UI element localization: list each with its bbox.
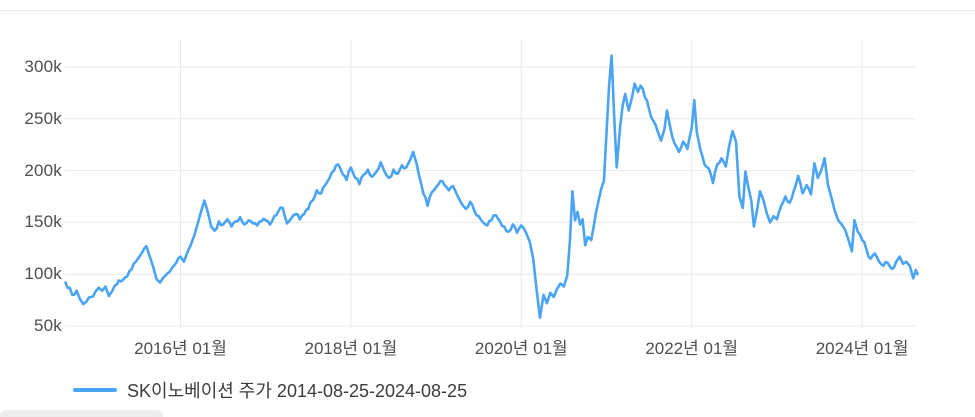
x-tick-label: 2020년 01월 bbox=[474, 339, 568, 358]
stock-price-line[interactable] bbox=[64, 54, 919, 320]
chart-gridlines bbox=[65, 40, 915, 328]
y-tick-label: 300k bbox=[24, 57, 62, 76]
legend-label: SK이노베이션 주가 2014-08-25-2024-08-25 bbox=[127, 381, 468, 401]
x-tick-label: 2018년 01월 bbox=[304, 339, 398, 358]
partial-element-below-chart bbox=[0, 410, 163, 417]
x-tick-label: 2024년 01월 bbox=[815, 339, 909, 358]
y-tick-label: 200k bbox=[24, 160, 62, 180]
legend-line-swatch bbox=[73, 388, 117, 392]
legend-item-sk-innovation[interactable]: SK이노베이션 주가 2014-08-25-2024-08-25 bbox=[73, 378, 467, 402]
y-tick-label: 100k bbox=[24, 264, 62, 284]
price-line-series bbox=[64, 54, 919, 320]
card-top-border bbox=[0, 10, 975, 11]
y-tick-label: 150k bbox=[24, 212, 62, 232]
x-tick-label: 2022년 01월 bbox=[645, 339, 739, 358]
y-tick-label: 50k bbox=[33, 316, 62, 335]
x-tick-label: 2016년 01월 bbox=[134, 339, 227, 358]
y-tick-label: 250k bbox=[24, 108, 62, 128]
